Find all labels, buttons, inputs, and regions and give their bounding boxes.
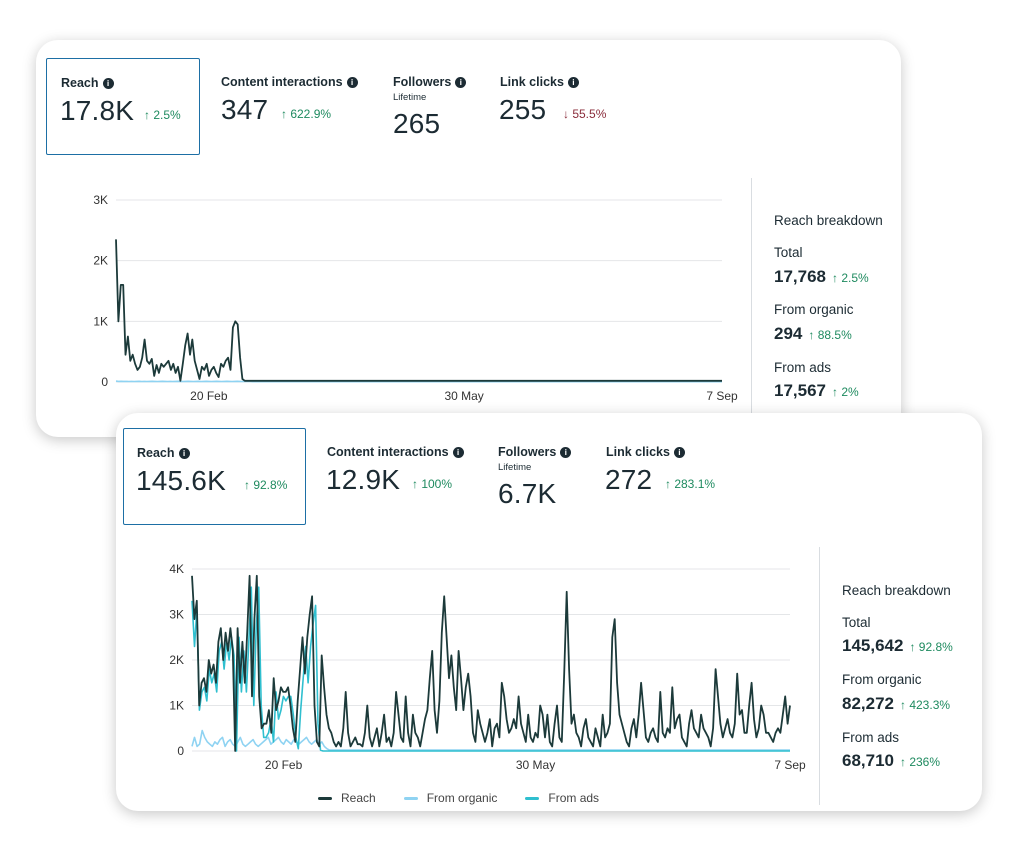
chart-legend: Reach From organic From ads	[318, 791, 627, 805]
metric-label: Content interactions i	[327, 445, 464, 459]
legend-label: From ads	[548, 791, 600, 805]
breakdown-change: ↑ 92.8%	[909, 640, 953, 654]
legend-label: From organic	[426, 791, 498, 805]
breakdown-change: ↑ 2%	[832, 385, 859, 399]
breakdown-label-organic: From organic	[842, 672, 922, 687]
y-tick-label: 1K	[93, 314, 108, 328]
metric-change: ↑ 283.1%	[665, 477, 716, 491]
metric-label: Content interactions i	[221, 75, 358, 89]
breakdown-label-organic: From organic	[774, 302, 854, 317]
metric-tab-content-interactions[interactable]: Content interactions i 347 ↑ 622.9%	[208, 58, 368, 155]
legend-item-reach[interactable]: Reach	[318, 791, 376, 805]
metric-label: Followers i	[393, 75, 467, 89]
x-tick-label: 7 Sep	[706, 389, 738, 403]
breakdown-change: ↑ 2.5%	[832, 271, 869, 285]
breakdown-title: Reach breakdown	[774, 213, 883, 228]
breakdown-value-ads: 68,710 ↑ 236%	[842, 751, 941, 770]
metric-value: 17.8K	[60, 95, 135, 126]
metric-label: Link clicks i	[500, 75, 579, 89]
reach-line-chart: 0 1K 2K 3K 20 Feb 30 May 7 Sep	[93, 193, 738, 403]
metric-label: Followers i	[498, 445, 572, 459]
x-tick-label: 7 Sep	[774, 758, 806, 772]
breakdown-change: ↑ 88.5%	[808, 328, 852, 342]
breakdown-label-ads: From ads	[842, 730, 900, 745]
y-tick-label: 3K	[93, 193, 108, 207]
info-icon[interactable]: i	[455, 77, 467, 88]
metric-tab-content-interactions[interactable]: Content interactions i 12.9K ↑ 100%	[314, 428, 474, 525]
breakdown-change: ↑ 423.3%	[900, 698, 951, 712]
divider	[819, 547, 820, 805]
metric-value: 255	[499, 94, 547, 125]
info-icon[interactable]: i	[567, 77, 579, 88]
metric-value: 12.9K	[326, 464, 401, 495]
legend-swatch	[403, 796, 418, 800]
breakdown-value-organic: 82,272 ↑ 423.3%	[842, 694, 951, 713]
legend-label: Reach	[341, 791, 376, 805]
info-icon[interactable]: i	[673, 447, 685, 458]
insights-card-current: Reach i 145.6K ↑ 92.8% Content interactio…	[116, 413, 982, 811]
y-tick-label: 3K	[169, 608, 184, 622]
metric-tab-followers[interactable]: Followers i Lifetime 6.7K	[485, 428, 585, 525]
breakdown-label-ads: From ads	[774, 360, 832, 375]
info-icon[interactable]: i	[102, 78, 114, 89]
series-line-ads	[191, 586, 790, 752]
legend-item-organic[interactable]: From organic	[403, 791, 498, 805]
x-tick-label: 30 May	[516, 758, 555, 772]
metric-label: Reach i	[137, 446, 190, 460]
breakdown-value-total: 145,642 ↑ 92.8%	[842, 636, 953, 655]
metric-value: 272	[605, 464, 653, 495]
metric-change: ↑ 100%	[412, 477, 453, 491]
metric-change: ↑ 622.9%	[281, 107, 332, 121]
series-line-organic	[191, 729, 790, 751]
breakdown-value-total: 17,768 ↑ 2.5%	[774, 267, 869, 286]
x-tick-label: 20 Feb	[265, 758, 303, 772]
breakdown-label-total: Total	[842, 615, 871, 630]
metric-tab-reach[interactable]: Reach i 17.8K ↑ 2.5%	[46, 58, 200, 155]
y-tick-label: 1K	[169, 699, 184, 713]
series-line-reach	[115, 239, 722, 382]
y-tick-label: 4K	[169, 562, 184, 576]
metric-tab-followers[interactable]: Followers i Lifetime 265	[380, 58, 480, 155]
y-tick-label: 0	[177, 744, 184, 758]
series-line-reach	[191, 574, 791, 752]
info-icon[interactable]: i	[452, 447, 464, 458]
legend-item-ads[interactable]: From ads	[525, 791, 599, 805]
breakdown-value-organic: 294 ↑ 88.5%	[774, 324, 852, 343]
metric-tab-link-clicks[interactable]: Link clicks i 255 ↓ 55.5%	[486, 58, 636, 155]
info-icon[interactable]: i	[346, 77, 358, 88]
metric-sublabel: Lifetime	[498, 462, 532, 473]
metric-change: ↑ 92.8%	[244, 478, 288, 492]
metric-change: ↓ 55.5%	[563, 107, 607, 121]
metric-label: Reach i	[61, 76, 114, 90]
metric-change: ↑ 2.5%	[144, 108, 181, 122]
x-tick-label: 20 Feb	[190, 389, 228, 403]
metric-sublabel: Lifetime	[393, 92, 427, 103]
series-line-organic	[115, 380, 722, 383]
x-tick-label: 30 May	[444, 389, 483, 403]
info-icon[interactable]: i	[178, 448, 190, 459]
breakdown-value-ads: 17,567 ↑ 2%	[774, 381, 859, 400]
metric-tab-link-clicks[interactable]: Link clicks i 272 ↑ 283.1%	[592, 428, 742, 525]
legend-swatch	[525, 796, 540, 800]
breakdown-label-total: Total	[774, 245, 803, 260]
metric-value: 145.6K	[136, 465, 226, 496]
insights-card-previous: Reach i 17.8K ↑ 2.5% Content interactions…	[36, 40, 901, 437]
breakdown-change: ↑ 236%	[900, 755, 941, 769]
y-tick-label: 0	[101, 375, 108, 389]
metric-value: 6.7K	[498, 478, 557, 509]
reach-line-chart: 0 1K 2K 3K 4K 20 Feb 30 May 7 Sep	[169, 562, 806, 772]
breakdown-title: Reach breakdown	[842, 583, 951, 598]
legend-swatch	[318, 796, 332, 800]
metric-value: 347	[221, 94, 269, 125]
metric-label: Link clicks i	[606, 445, 685, 459]
metric-tab-reach[interactable]: Reach i 145.6K ↑ 92.8%	[123, 428, 306, 525]
divider	[751, 178, 752, 437]
info-icon[interactable]: i	[560, 447, 572, 458]
y-tick-label: 2K	[169, 653, 184, 667]
y-tick-label: 2K	[93, 254, 108, 268]
metric-value: 265	[393, 108, 441, 139]
